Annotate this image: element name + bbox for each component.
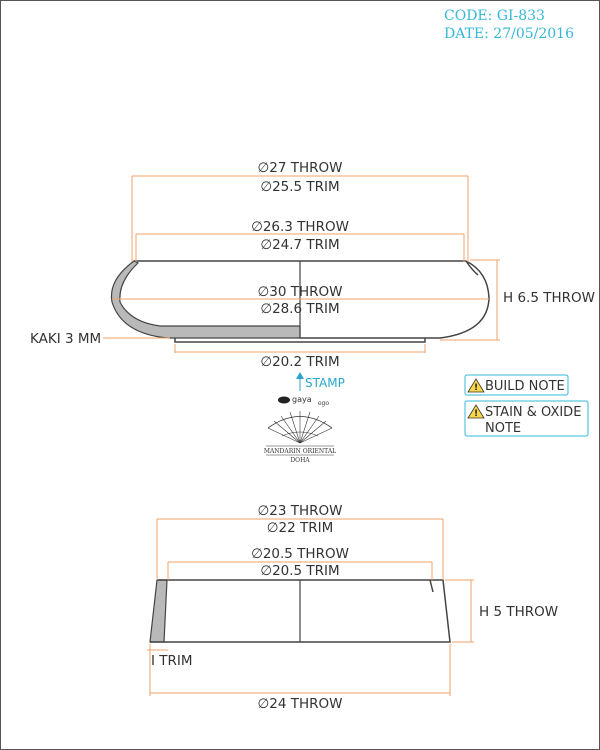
dim-base-trim: ∅20.2 TRIM xyxy=(260,354,339,370)
gaya-brand: gaya xyxy=(292,395,312,404)
hotel-city: DOHA xyxy=(290,457,310,464)
dim-height-bottom: H 5 THROW xyxy=(479,604,558,620)
mandarin-fan-icon xyxy=(268,411,332,443)
bottom-part-section-fill xyxy=(150,580,167,642)
dim-outer-trim: ∅25.5 TRIM xyxy=(260,179,339,195)
dim-body-trim: ∅28.6 TRIM xyxy=(260,301,339,317)
dim-top-throw: ∅23 THROW xyxy=(258,503,343,519)
build-note[interactable]: ! BUILD NOTE xyxy=(465,375,568,395)
dim-body-throw: ∅30 THROW xyxy=(258,284,343,300)
stain-note-line1: STAIN & OXIDE xyxy=(485,405,581,420)
dim-height: H 6.5 THROW xyxy=(503,290,595,306)
dim-inner-throw: ∅26.3 THROW xyxy=(251,219,349,235)
dim-top-trim: ∅22 TRIM xyxy=(267,520,334,536)
gaya-brand-sub: ego xyxy=(318,400,329,407)
warning-mark: ! xyxy=(474,383,478,393)
hotel-name: MANDARIN ORIENTAL xyxy=(264,448,336,455)
stamp-arrow-icon xyxy=(296,372,304,379)
dim-wall-trim: I TRIM xyxy=(151,653,193,669)
dim-inner-trim-bottom: ∅20.5 TRIM xyxy=(260,563,339,579)
stain-note-line2: NOTE xyxy=(485,421,521,436)
bottom-part-drawing: ∅23 THROW ∅22 TRIM ∅20.5 THROW ∅20.5 TRI… xyxy=(147,503,558,712)
dim-inner-trim: ∅24.7 TRIM xyxy=(260,237,339,253)
build-note-label: BUILD NOTE xyxy=(485,379,565,394)
dim-outer-throw: ∅27 THROW xyxy=(258,160,343,176)
stamp-label: STAMP xyxy=(305,376,345,390)
dim-inner-throw-bottom: ∅20.5 THROW xyxy=(251,546,349,562)
stamp-block: STAMP gaya ego MANDARIN ORIENTAL DOHA xyxy=(264,372,345,464)
bottom-part-inner-edge xyxy=(430,580,433,592)
dim-base-throw: ∅24 THROW xyxy=(258,696,343,712)
gaya-bowl-icon xyxy=(278,397,290,404)
warning-mark: ! xyxy=(474,409,478,419)
code-label: CODE: GI-833 xyxy=(444,8,545,24)
top-part-drawing: ∅27 THROW ∅25.5 TRIM ∅26.3 THROW ∅24.7 T… xyxy=(30,160,595,370)
stain-oxide-note[interactable]: ! STAIN & OXIDE NOTE xyxy=(465,401,588,436)
date-label: DATE: 27/05/2016 xyxy=(444,26,574,42)
dim-wall-thickness: KAKI 3 MM xyxy=(30,331,101,347)
